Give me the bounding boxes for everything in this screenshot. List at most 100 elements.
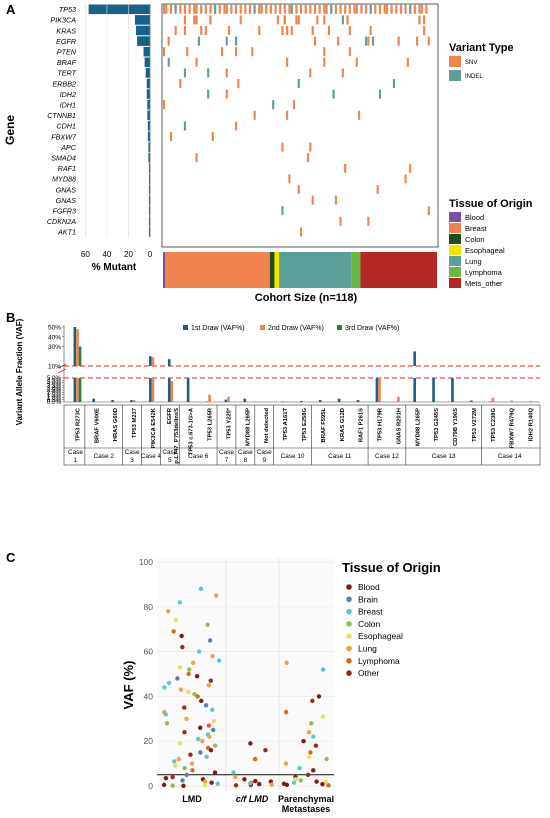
cohort-segment [163, 252, 166, 288]
scatter-points [161, 586, 331, 788]
scatter-point [320, 782, 325, 787]
oncoprint-cell [228, 26, 231, 35]
case-label: 1 [74, 457, 78, 464]
oncoprint-cell [406, 57, 409, 67]
gene-label: IDH2 [60, 90, 76, 99]
scatter-point [186, 667, 192, 672]
scatter-point [214, 593, 219, 598]
scatter-point [212, 770, 218, 775]
mutation-frequency-bars [88, 4, 150, 237]
oncoprint-cell [360, 4, 363, 14]
oncoprint-cell [204, 4, 207, 14]
legend-dot [346, 608, 352, 615]
oncoprint-cell [234, 4, 238, 14]
oncoprint-cell [225, 36, 228, 46]
vaf-bar [378, 378, 381, 402]
scatter-point [311, 768, 316, 773]
scatter-point [233, 783, 239, 788]
oncoprint-cell [186, 47, 189, 57]
oncoprint-cell [427, 206, 430, 216]
case-label: Case 4 [141, 453, 162, 460]
tissue-legend-swatch [449, 234, 461, 244]
scatter-point [206, 683, 212, 688]
legend-label: 1st Draw (VAF%) [191, 325, 245, 332]
lower-tick-label: 0.0% [47, 399, 62, 406]
tissue-legend-label: Esophageal [465, 246, 505, 255]
oncoprint-cell [225, 89, 228, 99]
gene-bar [144, 57, 150, 68]
oncoprint-cell [423, 15, 426, 25]
variant-label: TP53 M237 [132, 408, 138, 438]
variant-label: TP53 G245S [434, 408, 440, 442]
oncoprint-cell [183, 26, 187, 35]
tissue-legend-label: Breast [465, 224, 488, 233]
oncoprint-cell [283, 15, 286, 25]
variant-label: p.L747_P753delinsS [174, 408, 180, 464]
oncoprint-cell [179, 4, 182, 14]
oncoprint-cell [344, 4, 347, 14]
legend-label: Blood [358, 582, 380, 592]
vaf-bar [451, 378, 454, 402]
oncoprint-cell [309, 68, 312, 78]
scatter-point [166, 680, 172, 686]
scatter-point [170, 774, 175, 780]
gene-bar [148, 205, 150, 216]
scatter-point [283, 761, 289, 766]
lower-tick-label: 5.0% [47, 375, 62, 382]
scatter-point [163, 712, 168, 717]
tissue-legend-swatch [449, 256, 461, 266]
vaf-bar [76, 378, 79, 402]
oncoprint-cell [369, 4, 372, 14]
panel-c-legend-title: Tissue of Origin [342, 560, 441, 575]
variant-label: RAF1 P261S [359, 408, 365, 442]
case-label: 5 [168, 457, 172, 464]
scatter-point [190, 660, 196, 665]
oncoprint-cell [374, 4, 377, 14]
legend-swatch-indel [449, 70, 461, 81]
oncoprint-cell [409, 4, 412, 14]
scatter-point [316, 694, 322, 699]
scatter-point [207, 638, 213, 643]
oncoprint-cell [344, 163, 347, 173]
scatter-point [198, 750, 203, 755]
legend-dot [346, 658, 352, 664]
vaf-bar [73, 378, 77, 402]
scatter-point [306, 730, 312, 735]
oncoprint-cell [367, 216, 370, 226]
oncoprint-cell [283, 4, 286, 14]
oncoprint-cell [330, 4, 333, 14]
scatter-point [207, 734, 212, 739]
scatter-point [170, 783, 175, 788]
oncoprint-cell [195, 15, 198, 25]
vaf-bar [318, 400, 322, 402]
oncoprint-frame [161, 3, 439, 248]
scatter-point [173, 618, 178, 623]
gene-label: GNAS [56, 196, 77, 205]
oncoprint-cell [404, 174, 407, 184]
variant-label: PIK3CA E542K [151, 407, 157, 448]
gene-label: GNAS [56, 185, 77, 194]
y-tick-label: 60 [144, 647, 154, 657]
scatter-point [189, 761, 195, 766]
oncoprint-cell [378, 4, 382, 14]
legend-label-snv: SNV [465, 60, 477, 66]
vaf-bar-upper [151, 357, 155, 366]
vaf-bar [130, 400, 133, 402]
oncoprint-cell [279, 4, 282, 14]
panel-a-letter: A [6, 2, 16, 17]
scatter-point [202, 779, 208, 784]
case-label: Case [125, 449, 140, 456]
scatter-point [178, 687, 184, 692]
scatter-point [203, 703, 209, 708]
scatter-point [179, 633, 184, 639]
scatter-point [309, 721, 314, 726]
variant-label: IDH2 R140Q [529, 408, 535, 442]
oncoprint-cell [167, 57, 170, 67]
oncoprint-cell [174, 4, 177, 14]
scatter-point [320, 667, 326, 672]
case-label: Case 6 [188, 453, 209, 460]
case-label: Case 13 [432, 453, 456, 460]
gene-label: SMAD4 [51, 154, 76, 163]
scatter-point [293, 777, 298, 782]
